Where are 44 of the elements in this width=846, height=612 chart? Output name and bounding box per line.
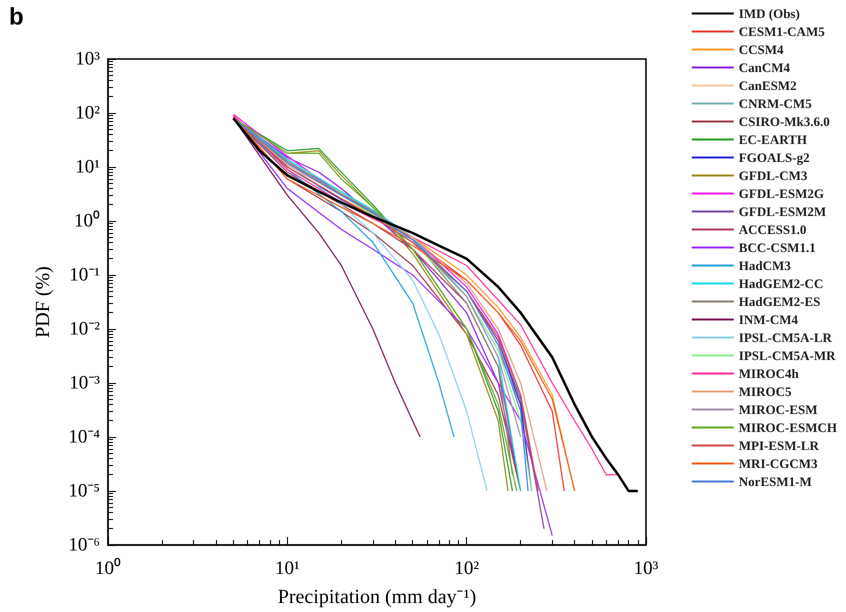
y-tick-label: 10⁻⁶ xyxy=(68,534,100,556)
legend-label: FGOALS-g2 xyxy=(738,150,810,165)
y-tick-label: 10⁻⁵ xyxy=(68,480,100,502)
legend-label: GFDL-CM3 xyxy=(738,168,808,183)
x-tick-label: 10¹ xyxy=(274,558,300,579)
legend-label: CanCM4 xyxy=(738,60,791,75)
legend-label: MIROC5 xyxy=(738,384,792,399)
legend-label: HadGEM2-ES xyxy=(738,294,820,309)
legend-label: BCC-CSM1.1 xyxy=(738,240,816,255)
y-tick-label: 10⁻² xyxy=(69,318,100,340)
chart-title: b xyxy=(9,4,24,30)
x-tick-label: 10² xyxy=(454,558,480,579)
y-axis-title: PDF (%) xyxy=(32,266,54,338)
legend-label: INM-CM4 xyxy=(738,312,798,327)
legend-label: MIROC-ESMCH xyxy=(738,420,837,435)
y-tick-label: 10¹ xyxy=(75,156,100,178)
legend-label: IPSL-CM5A-MR xyxy=(738,348,836,363)
legend-label: GFDL-ESM2M xyxy=(738,204,826,219)
x-tick-label: 10⁰ xyxy=(95,557,121,579)
legend-label: EC-EARTH xyxy=(738,132,807,147)
y-tick-label: 10⁻⁴ xyxy=(68,426,100,448)
legend-label: NorESM1-M xyxy=(738,474,812,489)
y-tick-label: 10⁻¹ xyxy=(69,264,100,286)
legend-label: MIROC-ESM xyxy=(738,402,818,417)
legend-label: CCSM4 xyxy=(738,42,784,57)
y-tick-label: 10² xyxy=(75,102,100,124)
legend-label: ACCESS1.0 xyxy=(738,222,806,237)
legend-label: HadCM3 xyxy=(738,258,792,273)
legend-label: CESM1-CAM5 xyxy=(738,24,826,39)
y-tick-label: 10³ xyxy=(75,48,100,70)
legend-label: IPSL-CM5A-LR xyxy=(738,330,833,345)
legend-label: MRI-CGCM3 xyxy=(738,456,818,471)
legend-label: CanESM2 xyxy=(738,78,797,93)
legend-label: HadGEM2-CC xyxy=(738,276,824,291)
y-tick-label: 10⁰ xyxy=(74,210,100,232)
legend-label: MPI-ESM-LR xyxy=(738,438,820,453)
legend-label: MIROC4h xyxy=(738,366,800,381)
y-tick-label: 10⁻³ xyxy=(69,372,100,394)
legend-label: CNRM-CM5 xyxy=(738,96,812,111)
legend-label: GFDL-ESM2G xyxy=(738,186,824,201)
x-tick-label: 10³ xyxy=(634,558,659,579)
x-axis-title: Precipitation (mm day⁻¹) xyxy=(278,586,476,608)
legend-label: CSIRO-Mk3.6.0 xyxy=(738,114,830,129)
legend-label: IMD (Obs) xyxy=(738,6,800,21)
